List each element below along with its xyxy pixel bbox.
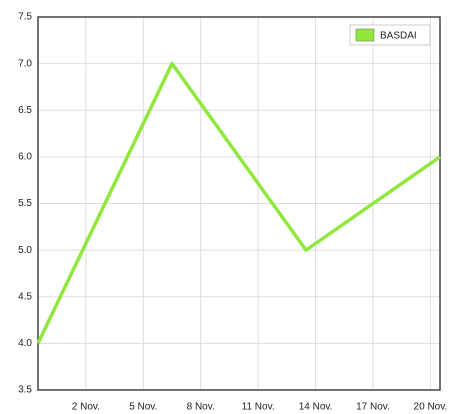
plot-border <box>37 16 441 391</box>
y-tick-label: 7.0 <box>18 58 32 69</box>
y-tick-label: 3.5 <box>18 385 32 396</box>
y-tick-label: 4.5 <box>18 291 32 302</box>
x-tick-label: 17 Nov. <box>356 402 390 413</box>
y-tick-label: 4.0 <box>18 338 32 349</box>
x-tick-label: 8 Nov. <box>187 402 215 413</box>
y-tick-label: 6.5 <box>18 105 32 116</box>
x-tick-label: 20 Nov. <box>414 402 448 413</box>
legend-label: BASDAI <box>380 31 417 42</box>
y-tick-label: 5.5 <box>18 198 32 209</box>
x-tick-label: 2 Nov. <box>72 402 100 413</box>
y-tick-label: 5.0 <box>18 245 32 256</box>
x-tick-label: 14 Nov. <box>299 402 333 413</box>
x-tick-label: 11 Nov. <box>242 402 275 413</box>
y-tick-label: 6.0 <box>18 152 32 163</box>
legend-swatch <box>355 28 375 42</box>
x-tick-label: 5 Nov. <box>129 402 157 413</box>
y-tick-label: 7.5 <box>18 12 32 23</box>
line <box>36 61 441 345</box>
